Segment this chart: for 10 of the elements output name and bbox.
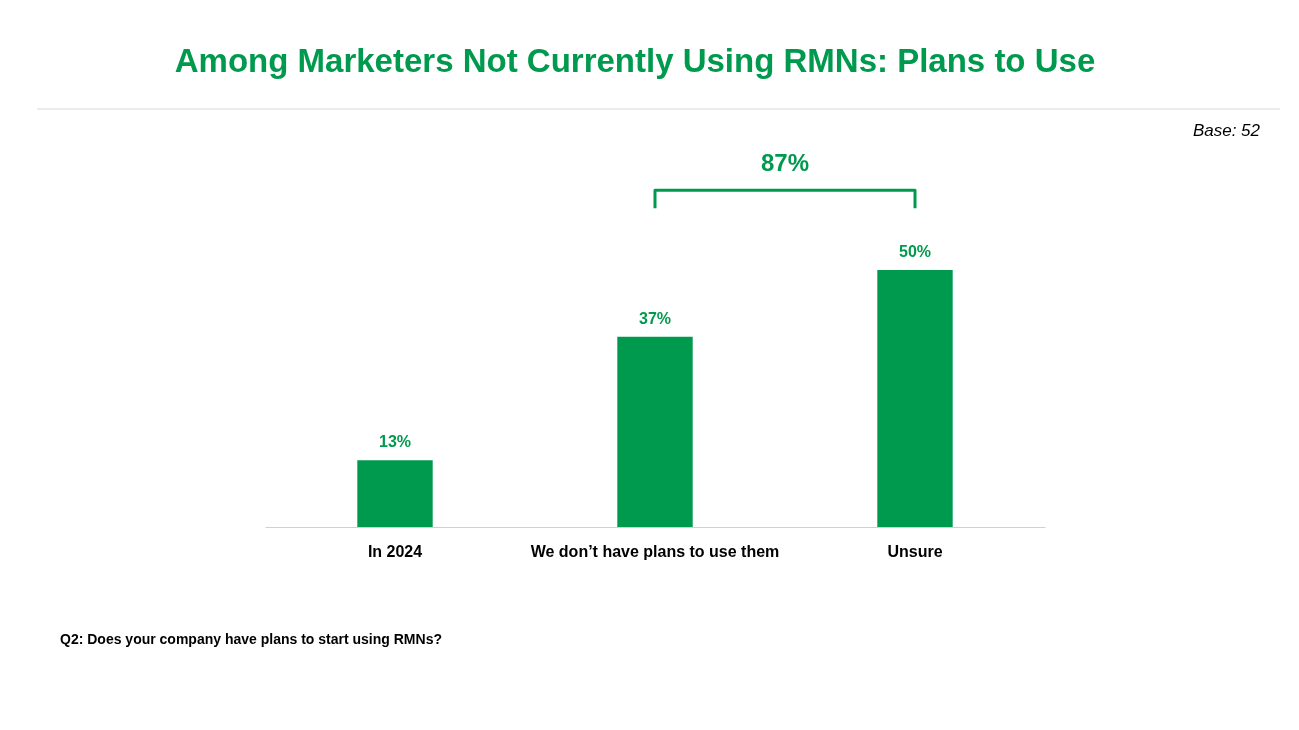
text: Q2: Does your company have plans to start using RMNs?: [60, 631, 442, 647]
x-tick-label: Unsure: [887, 542, 943, 560]
data-label: 37%: [638, 309, 672, 327]
text: 87%: [760, 149, 810, 177]
text: Base: 52: [1192, 121, 1261, 140]
x-tick-label: We don’t have plans to use them: [530, 542, 780, 560]
chart-title: Among Marketers Not Currently Using RMNs: Plans to Use: [174, 41, 1096, 79]
data-label: 50%: [898, 243, 932, 261]
x-tick-label: In 2024: [367, 542, 423, 560]
data-label: 13%: [378, 433, 412, 451]
